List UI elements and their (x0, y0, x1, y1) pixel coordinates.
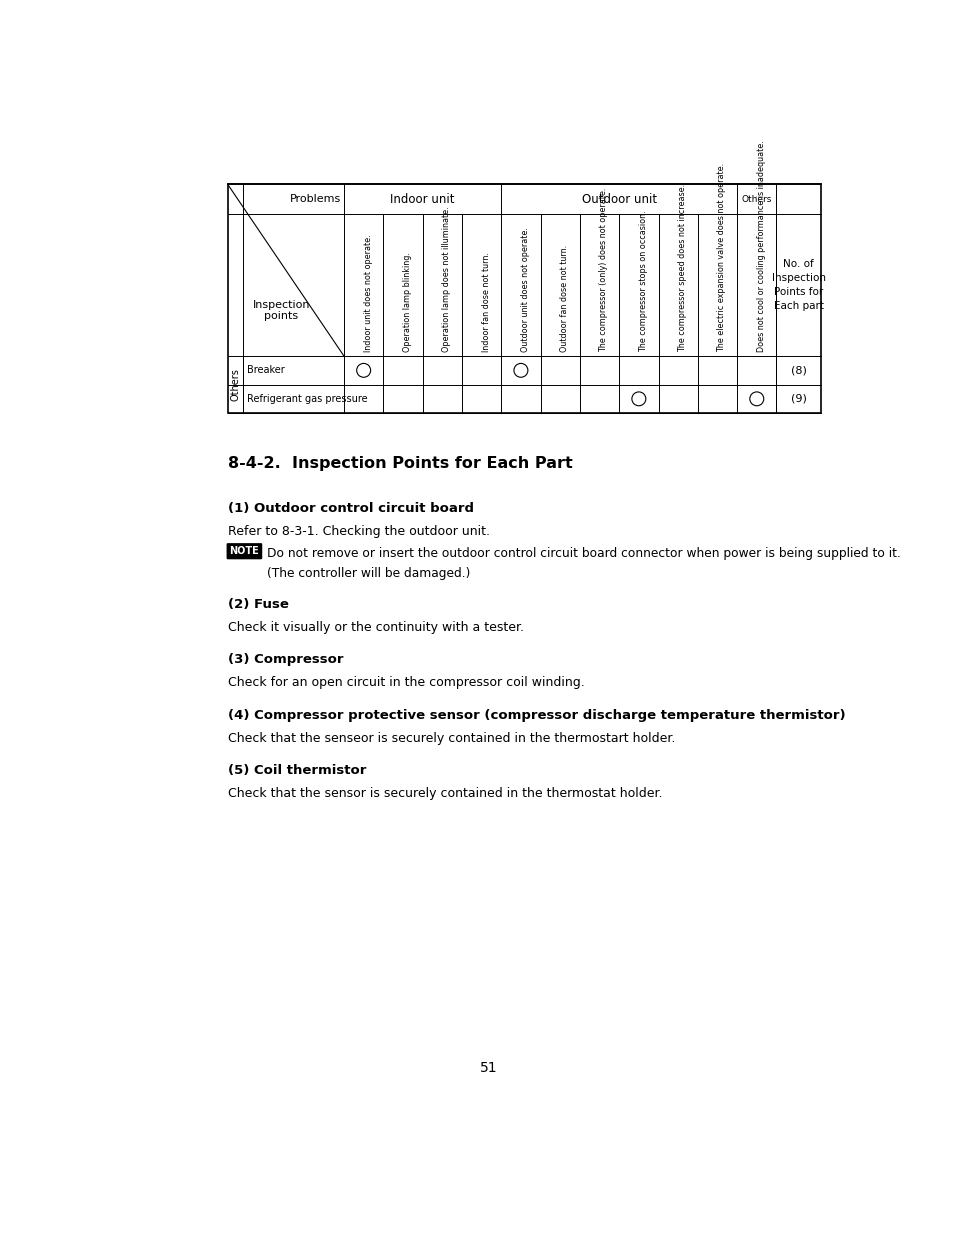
Text: Indoor fan dose not turn.: Indoor fan dose not turn. (481, 252, 490, 352)
Text: The compressor speed does not increase.: The compressor speed does not increase. (678, 184, 686, 352)
Text: Outdoor unit does not operate.: Outdoor unit does not operate. (520, 227, 529, 352)
Text: 51: 51 (479, 1061, 497, 1076)
Text: Inspection
points: Inspection points (253, 300, 310, 321)
Text: Others: Others (740, 195, 771, 204)
Text: Indoor unit: Indoor unit (390, 193, 455, 205)
Text: 8-4-2.  Inspection Points for Each Part: 8-4-2. Inspection Points for Each Part (228, 456, 572, 472)
Text: The compressor stops on occasion.: The compressor stops on occasion. (639, 211, 647, 352)
Text: Does not cool or cooling performance is inadequate.: Does not cool or cooling performance is … (756, 141, 765, 352)
Text: Outdoor unit: Outdoor unit (581, 193, 656, 205)
Text: Check that the sensor is securely contained in the thermostat holder.: Check that the sensor is securely contai… (228, 787, 661, 800)
Text: The compressor (only) does not operate.: The compressor (only) does not operate. (598, 188, 608, 352)
FancyBboxPatch shape (227, 543, 262, 559)
Text: (1) Outdoor control circuit board: (1) Outdoor control circuit board (228, 503, 474, 515)
Text: (4) Compressor protective sensor (compressor discharge temperature thermistor): (4) Compressor protective sensor (compre… (228, 709, 844, 721)
Text: NOTE: NOTE (230, 546, 259, 556)
Text: Indoor unit does not operate.: Indoor unit does not operate. (363, 235, 373, 352)
Text: Check for an open circuit in the compressor coil winding.: Check for an open circuit in the compres… (228, 677, 584, 689)
Text: (9): (9) (790, 394, 805, 404)
Text: (8): (8) (790, 366, 805, 375)
Text: The electric expansion valve does not operate.: The electric expansion valve does not op… (717, 163, 726, 352)
Text: Outdoor fan dose not turn.: Outdoor fan dose not turn. (559, 245, 569, 352)
Text: Others: Others (231, 368, 240, 401)
Text: Check it visually or the continuity with a tester.: Check it visually or the continuity with… (228, 621, 523, 634)
Text: Operation lamp blinking.: Operation lamp blinking. (402, 252, 412, 352)
Text: Operation lamp does not illuminate.: Operation lamp does not illuminate. (442, 206, 451, 352)
Text: Breaker: Breaker (247, 366, 285, 375)
Text: Problems: Problems (290, 194, 341, 204)
Text: (3) Compressor: (3) Compressor (228, 653, 343, 667)
Text: No. of
Inspection
Points for
Each part: No. of Inspection Points for Each part (771, 259, 824, 311)
Text: (5) Coil thermistor: (5) Coil thermistor (228, 764, 366, 777)
Text: Check that the senseor is securely contained in the thermostart holder.: Check that the senseor is securely conta… (228, 732, 675, 745)
Text: Refer to 8-3-1. Checking the outdoor unit.: Refer to 8-3-1. Checking the outdoor uni… (228, 526, 489, 538)
Text: Refrigerant gas pressure: Refrigerant gas pressure (247, 394, 367, 404)
Text: (The controller will be damaged.): (The controller will be damaged.) (267, 567, 470, 580)
Text: (2) Fuse: (2) Fuse (228, 598, 289, 611)
Text: Do not remove or insert the outdoor control circuit board connector when power i: Do not remove or insert the outdoor cont… (267, 547, 901, 559)
Bar (228, 184, 820, 412)
